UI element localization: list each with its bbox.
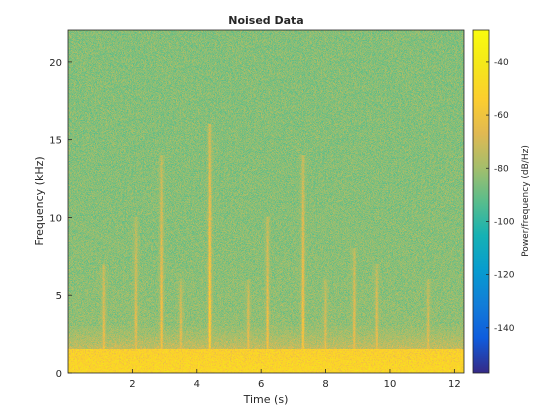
- x-tick-label: 12: [448, 379, 461, 390]
- y-tick-label: 0: [56, 369, 62, 380]
- plot-frame: [67, 29, 465, 374]
- x-axis-label: Time (s): [243, 393, 289, 406]
- x-tick-label: 6: [258, 379, 264, 390]
- colorbar-tick-label: -140: [494, 324, 515, 334]
- y-ticks: 0 5 10 15 20: [49, 58, 72, 380]
- chart-title: Noised Data: [228, 14, 303, 27]
- colorbar-tick-label: -40: [494, 58, 509, 68]
- x-tick-label: 4: [194, 379, 200, 390]
- colorbar-ticks: -40 -60 -80 -100 -120 -140: [486, 58, 515, 334]
- y-axis-label: Frequency (kHz): [33, 156, 46, 245]
- y-tick-label: 10: [49, 213, 62, 224]
- colorbar-frame: [472, 29, 490, 374]
- x-tick-label: 2: [129, 379, 135, 390]
- spectrogram-image: [68, 30, 464, 373]
- colorbar-tick-label: -60: [494, 111, 509, 121]
- colorbar-tick-label: -100: [494, 217, 515, 227]
- y-tick-label: 20: [49, 58, 62, 69]
- x-tick-label: 8: [322, 379, 328, 390]
- y-tick-label: 5: [56, 291, 62, 302]
- colorbar-tick-label: -80: [494, 164, 509, 174]
- colorbar-tick-label: -120: [494, 271, 515, 281]
- x-tick-label: 10: [384, 379, 397, 390]
- colorbar-gradient: [473, 30, 489, 373]
- colorbar-label: Power/frequency (dB/Hz): [521, 145, 531, 257]
- y-tick-label: 15: [49, 136, 62, 147]
- x-ticks: 2 4 6 8 10 12: [129, 369, 461, 390]
